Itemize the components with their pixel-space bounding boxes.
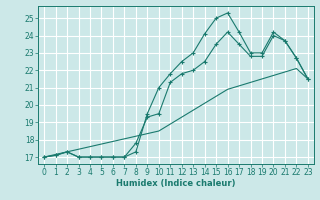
X-axis label: Humidex (Indice chaleur): Humidex (Indice chaleur) (116, 179, 236, 188)
